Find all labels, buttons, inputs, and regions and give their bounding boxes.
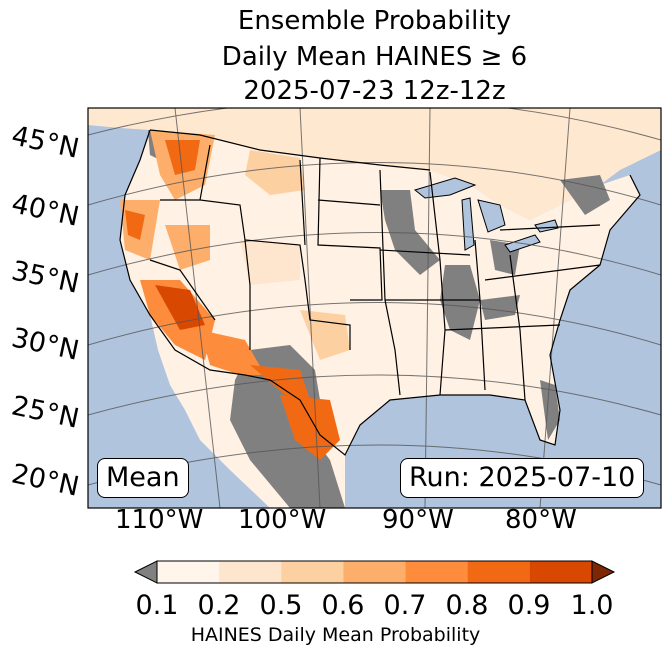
colorbar-tick: 0.2 [197,590,241,621]
colorbar-segment [405,561,469,583]
lon-label-90: 90°W [382,505,454,535]
colorbar-tick: 1.0 [570,590,614,621]
map-frame [87,107,662,509]
colorbar-segment [281,561,344,583]
lon-label-80: 80°W [505,505,577,535]
colorbar-tick: 0.9 [507,590,551,621]
colorbar [133,560,616,584]
probability-areas [120,130,350,460]
colorbar-segment [467,561,531,583]
lon-label-100: 100°W [238,505,327,535]
mean-label-box: Mean [97,458,189,498]
lon-label-110: 110°W [115,505,204,535]
graticules [88,108,661,508]
colorbar-tick: 0.8 [445,590,489,621]
colorbar-label: HAINES Daily Mean Probability [190,624,481,646]
title-line-3: 2025-07-23 12z-12z [243,76,506,106]
run-label-box: Run: 2025-07-10 [400,458,645,498]
title-line-1: Ensemble Probability [237,6,512,36]
colorbar-over-arrow [591,560,616,584]
colorbar-tick: 0.6 [321,590,365,621]
title-line-2: Daily Mean HAINES ≥ 6 [221,42,528,72]
colorbar-tick: 0.5 [259,590,303,621]
state-borders [119,129,641,456]
colorbar-segment [219,561,282,583]
missing-data-areas [148,130,610,508]
colorbar-segment [529,561,593,583]
colorbar-tick: 0.7 [383,590,427,621]
colorbar-under-arrow [133,560,158,584]
colorbar-tick: 0.1 [135,590,179,621]
colorbar-segment [157,561,220,583]
colorbar-segment [343,561,407,583]
